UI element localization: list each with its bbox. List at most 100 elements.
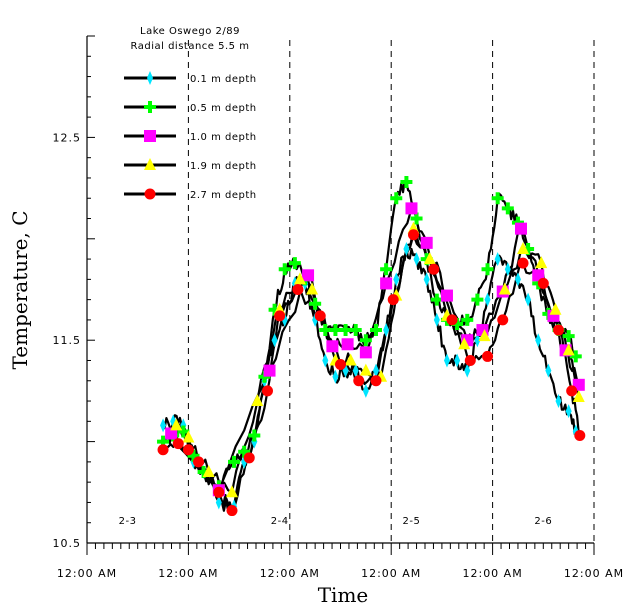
data-point-plus [430,293,443,306]
series-line-square [170,207,580,492]
x-tick-label: 12:00 AM [158,567,218,580]
data-point-circle [172,438,184,450]
y-axis-title: Temperature, C [8,210,32,369]
data-point-plus [339,324,352,337]
legend-entry: 2.7 m depth [124,188,257,201]
data-point-plus [278,263,291,276]
legend-marker-plus [144,101,156,113]
data-point-diamond [372,363,379,378]
data-point-diamond [332,369,339,384]
data-point-plus [319,324,332,337]
data-point-diamond [423,272,430,287]
data-point-circle [464,354,476,366]
chart-subtitle: Radial distance 5.5 m [131,41,250,52]
y-tick-label: 12.5 [53,131,82,144]
data-point-plus [228,455,241,468]
data-point-circle [274,310,286,322]
data-point-triangle [251,394,264,407]
legend-entry: 1.9 m depth [124,158,257,172]
data-point-square [405,202,418,215]
data-point-plus [329,324,342,337]
data-point-plus [562,330,575,343]
data-point-diamond [504,262,511,277]
data-point-diamond [215,495,222,510]
data-point-diamond [454,353,461,368]
data-point-plus [461,313,474,326]
data-point-circle [387,294,399,306]
data-point-square [420,236,433,249]
data-point-triangle [202,465,215,478]
legend-entry: 0.5 m depth [124,101,257,114]
data-point-triangle [535,256,548,269]
data-point-triangle [170,418,183,431]
x-tick-label: 12:00 AM [57,567,117,580]
x-tick-label: 12:00 AM [462,567,522,580]
series-markers [157,176,586,517]
data-point-circle [243,452,255,464]
data-point-diamond [413,252,420,267]
data-point-circle [226,505,238,517]
data-point-circle [353,375,365,387]
data-point-triangle [359,363,372,376]
data-point-diamond [362,383,369,398]
data-point-circle [314,310,326,322]
data-point-plus [410,212,423,225]
data-point-triangle [572,389,585,402]
data-point-circle [428,263,440,275]
data-point-diamond [322,353,329,368]
series-line-plus [162,180,577,489]
data-point-plus [501,202,514,215]
data-point-diamond [565,404,572,419]
data-point-diamond [403,241,410,256]
data-point-triangle [293,272,306,285]
legend: 0.1 m depth 0.5 m depth 1.0 m depth 1.9 m d… [124,71,257,201]
data-point-diamond [464,363,471,378]
data-point-square [326,340,339,353]
data-point-plus [481,263,494,276]
axes: 10.5 11.5 12.5 12:00 AM 12:00 AM 12:00 AM 12:0… [53,35,624,580]
data-point-circle [497,314,509,326]
data-point-circle [213,486,225,498]
day-label: 2-3 [119,516,137,527]
y-tick-label: 10.5 [53,537,82,550]
data-point-diamond [271,333,278,348]
data-point-circle [566,385,578,397]
legend-label: 0.5 m depth [190,103,257,114]
data-point-diamond [535,333,542,348]
data-point-square [341,338,354,351]
data-point-diamond [443,353,450,368]
data-point-diamond [383,323,390,338]
data-point-circle [482,350,494,362]
legend-label: 1.9 m depth [190,161,257,172]
data-point-square [302,269,315,282]
data-point-circle [193,456,205,468]
data-point-circle [157,444,169,456]
data-point-plus [288,257,301,270]
data-point-plus [369,324,382,337]
data-point-circle [517,257,529,269]
data-point-square [514,222,527,235]
data-point-triangle [478,329,491,342]
x-tick-label: 12:00 AM [564,567,624,580]
data-point-triangle [306,282,319,295]
data-point-diamond [484,292,491,307]
data-point-diamond [352,363,359,378]
legend-entry: 1.0 m depth [124,130,256,143]
legend-label: 2.7 m depth [190,190,257,201]
data-point-square [532,269,545,282]
legend-marker-square [144,130,156,142]
data-point-circle [574,430,586,442]
data-point-circle [182,444,194,456]
data-point-triangle [182,430,195,443]
x-tick-label: 12:00 AM [361,567,421,580]
data-point-triangle [226,485,239,498]
data-point-square [440,289,453,302]
x-tick-label: 12:00 AM [260,567,320,580]
data-point-plus [349,324,362,337]
data-point-plus [471,293,484,306]
data-point-plus [491,192,504,205]
data-point-circle [370,375,382,387]
data-point-circle [261,385,273,397]
data-point-plus [380,263,393,276]
data-point-square [263,364,276,377]
